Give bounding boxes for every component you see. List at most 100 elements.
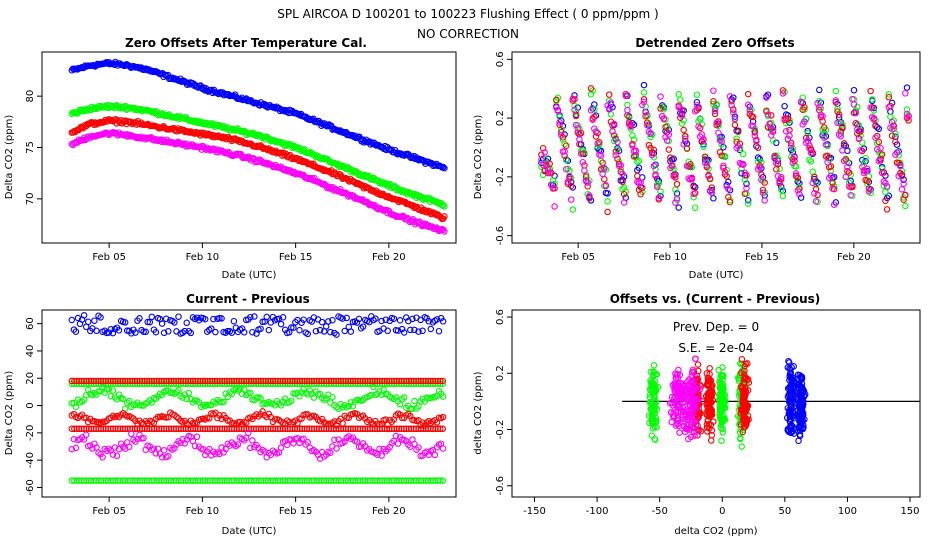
data-point-green [233, 477, 240, 484]
data-point-magenta [627, 123, 634, 130]
data-point-green [393, 186, 400, 194]
data-point-green [80, 477, 88, 484]
data-point-red [437, 377, 444, 385]
data-point-red [71, 425, 78, 433]
data-point-magenta [556, 119, 563, 126]
data-point-green [411, 397, 418, 405]
data-point-magenta [673, 195, 681, 202]
data-point-red [605, 91, 613, 98]
data-point-red [112, 377, 119, 385]
data-point-magenta [605, 106, 613, 113]
data-point-magenta [781, 115, 788, 122]
data-point-blue [203, 87, 211, 95]
data-point-magenta [165, 138, 173, 146]
data-point-magenta [601, 164, 608, 172]
data-point-red [733, 138, 740, 146]
data-point-blue [786, 119, 793, 126]
data-point-blue [257, 325, 264, 332]
data-point-blue [785, 359, 793, 366]
data-point-green [93, 391, 100, 398]
data-point-magenta [898, 186, 906, 193]
data-point-magenta [811, 190, 818, 197]
data-point-red [124, 377, 131, 385]
data-point-green [279, 398, 287, 406]
data-point-magenta [777, 173, 785, 181]
data-point-magenta [764, 111, 772, 118]
data-point-magenta [837, 132, 845, 140]
data-point-magenta [201, 451, 209, 459]
data-point-red [739, 428, 747, 436]
data-point-magenta [706, 187, 714, 195]
data-point-blue [316, 326, 324, 334]
data-point-green [311, 477, 318, 484]
data-point-red [587, 85, 595, 92]
data-point-red [786, 126, 793, 134]
data-point-red [713, 121, 720, 129]
data-point-magenta [586, 192, 593, 199]
data-point-red [707, 437, 715, 444]
data-point-green [410, 477, 417, 484]
data-point-red [131, 425, 139, 433]
data-point-red [114, 425, 122, 433]
data-point-green [252, 477, 260, 484]
panel-title: Current - Previous [186, 292, 310, 306]
data-point-green [716, 414, 724, 422]
data-point-green [134, 477, 141, 484]
data-point-red [303, 425, 311, 433]
data-point-green [649, 425, 657, 432]
figure-suptitle: SPL AIRCOA D 100201 to 100223 Flushing E… [277, 7, 658, 21]
data-point-red [301, 377, 308, 385]
data-point-blue [409, 315, 416, 323]
data-point-red [223, 425, 231, 433]
y-tick-label: 0.2 [495, 110, 506, 126]
data-point-red [569, 97, 577, 104]
data-point-magenta [819, 112, 826, 120]
data-point-green [183, 395, 190, 403]
data-point-blue [781, 102, 788, 110]
data-point-magenta [300, 435, 307, 442]
data-point-green [114, 477, 122, 484]
data-point-red [272, 425, 279, 433]
data-point-blue [329, 316, 336, 324]
data-point-blue [400, 329, 408, 336]
data-point-red [263, 145, 270, 153]
data-point-magenta [632, 147, 639, 154]
data-point-red [143, 377, 151, 385]
data-point-red [553, 96, 560, 104]
data-point-magenta [865, 188, 873, 195]
y-tick-label: 40 [25, 345, 36, 358]
data-point-red [260, 425, 267, 433]
data-point-blue [754, 154, 762, 161]
data-point-green [72, 403, 80, 411]
data-point-green [807, 158, 815, 165]
data-point-magenta [668, 418, 675, 426]
data-point-blue [325, 318, 332, 325]
x-tick-label: Feb 10 [186, 252, 220, 263]
data-point-blue [439, 318, 447, 325]
data-point-green [806, 156, 813, 164]
data-point-blue [675, 204, 682, 211]
data-point-magenta [566, 172, 573, 180]
data-point-magenta [867, 104, 874, 111]
data-point-green [677, 96, 684, 103]
data-point-magenta [539, 161, 547, 169]
data-point-red [393, 425, 400, 433]
data-point-red [100, 377, 107, 385]
data-point-green [820, 130, 828, 138]
data-point-red [878, 151, 886, 158]
data-point-magenta [674, 408, 682, 416]
data-point-magenta [715, 129, 722, 137]
data-point-magenta [792, 170, 800, 177]
data-point-green [132, 401, 139, 409]
data-point-red [345, 414, 353, 422]
data-point-green [766, 125, 773, 132]
data-point-red [291, 377, 299, 385]
data-point-green [341, 402, 348, 409]
data-point-green [693, 91, 701, 98]
data-point-blue [275, 315, 283, 322]
data-point-green [231, 477, 238, 484]
data-point-green [561, 140, 568, 148]
data-point-red [349, 425, 357, 433]
data-point-magenta [731, 115, 739, 122]
data-point-green [82, 392, 90, 399]
